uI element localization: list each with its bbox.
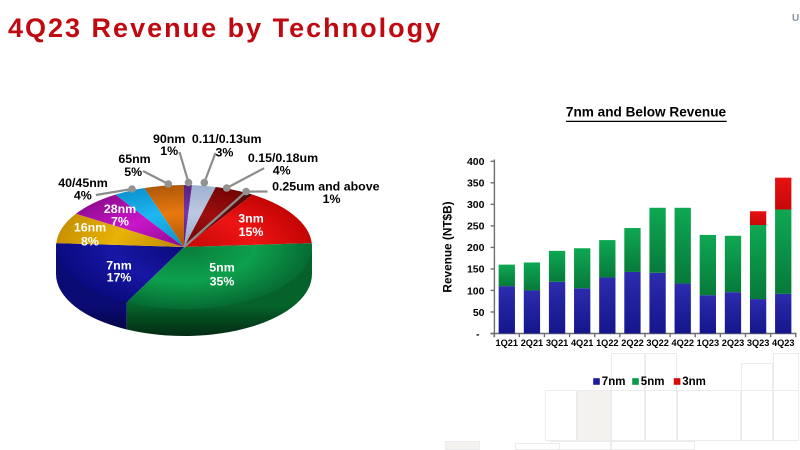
svg-text:7nm: 7nm <box>106 258 131 272</box>
svg-text:35%: 35% <box>210 275 235 289</box>
svg-text:1Q23: 1Q23 <box>697 338 719 348</box>
svg-text:5nm: 5nm <box>209 260 234 274</box>
svg-text:8%: 8% <box>81 234 99 248</box>
svg-text:17%: 17% <box>107 271 132 285</box>
svg-text:40/45nm: 40/45nm <box>58 176 108 190</box>
svg-text:4%: 4% <box>74 188 92 202</box>
svg-text:250: 250 <box>467 221 485 233</box>
svg-text:3Q22: 3Q22 <box>646 338 668 348</box>
svg-text:4%: 4% <box>273 164 291 178</box>
svg-text:4Q21: 4Q21 <box>571 338 593 348</box>
svg-text:5%: 5% <box>124 165 142 179</box>
svg-text:0.25um and above: 0.25um and above <box>272 179 380 193</box>
svg-text:16nm: 16nm <box>74 220 106 234</box>
svg-text:50: 50 <box>473 307 485 319</box>
svg-text:3Q21: 3Q21 <box>546 338 568 348</box>
svg-text:28nm: 28nm <box>104 202 136 216</box>
svg-text:7nm and Below Revenue: 7nm and Below Revenue <box>566 104 727 119</box>
svg-text:400: 400 <box>467 156 485 168</box>
svg-text:1%: 1% <box>323 192 341 206</box>
svg-text:7%: 7% <box>111 214 129 228</box>
svg-text:Revenue (NT$B): Revenue (NT$B) <box>440 201 454 292</box>
svg-text:200: 200 <box>467 242 485 254</box>
svg-text:65nm: 65nm <box>118 152 150 166</box>
svg-text:90nm: 90nm <box>153 132 185 146</box>
svg-text:1Q21: 1Q21 <box>496 338 518 348</box>
svg-text:5nm: 5nm <box>641 376 665 388</box>
svg-text:3nm: 3nm <box>238 212 263 226</box>
svg-text:4Q22: 4Q22 <box>671 338 693 348</box>
svg-text:3nm: 3nm <box>682 376 706 388</box>
svg-text:2Q21: 2Q21 <box>521 338 543 348</box>
svg-text:150: 150 <box>467 264 485 276</box>
svg-text:3%: 3% <box>216 146 234 160</box>
svg-text:3Q23: 3Q23 <box>747 338 769 348</box>
svg-text:15%: 15% <box>239 225 264 239</box>
svg-text:7nm: 7nm <box>602 376 626 388</box>
svg-text:0.15/0.18um: 0.15/0.18um <box>248 151 318 165</box>
svg-text:1%: 1% <box>160 144 178 158</box>
svg-text:-: - <box>476 328 480 340</box>
svg-text:300: 300 <box>467 199 485 211</box>
svg-text:0.11/0.13um: 0.11/0.13um <box>192 132 262 146</box>
svg-text:4Q23: 4Q23 <box>772 338 794 348</box>
svg-text:2Q23: 2Q23 <box>722 338 744 348</box>
svg-text:1Q22: 1Q22 <box>596 338 618 348</box>
svg-text:350: 350 <box>467 178 485 190</box>
svg-text:100: 100 <box>467 285 485 297</box>
svg-text:2Q22: 2Q22 <box>621 338 643 348</box>
